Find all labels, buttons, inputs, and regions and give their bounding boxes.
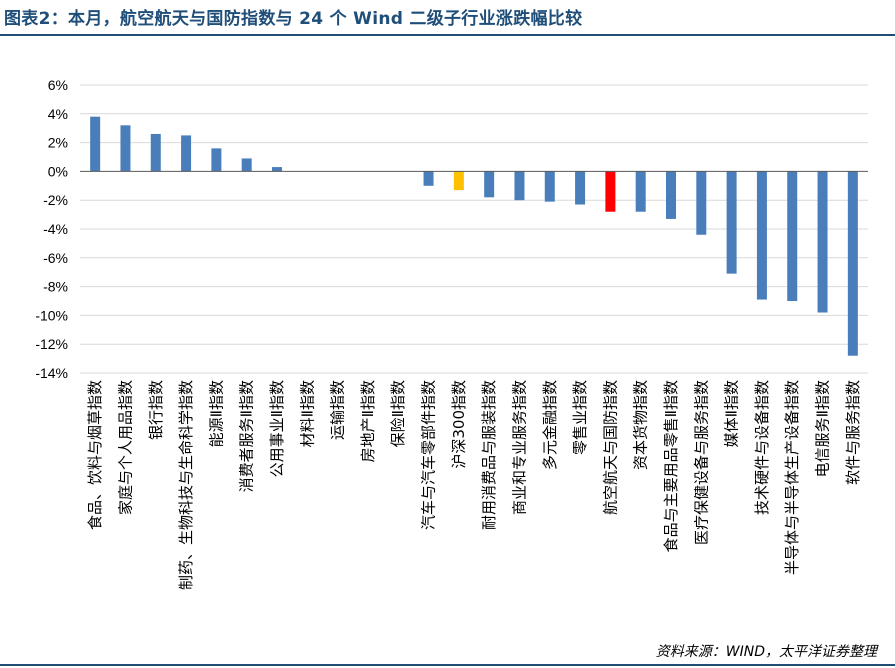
category-label: 半导体与半导体生产设备指数 [783, 380, 801, 575]
category-label: 公用事业Ⅱ指数 [268, 380, 286, 477]
bar [453, 171, 464, 191]
category-label: 零售业指数 [571, 380, 589, 455]
y-tick-label: -4% [43, 221, 68, 237]
bar [241, 158, 252, 172]
bar [423, 171, 434, 186]
y-tick-label: -6% [43, 250, 68, 266]
bar [635, 171, 646, 212]
category-label: 技术硬件与设备指数 [753, 380, 771, 515]
category-labels: 食品、饮料与烟草指数 家庭与个人用品指数 银行指数 制药、生物科技与生命科学指数 能源Ⅱ… [86, 380, 862, 590]
bar [514, 171, 525, 201]
category-label: 家庭与个人用品指数 [116, 380, 134, 515]
y-tick-label: -2% [43, 192, 68, 208]
bar [544, 171, 555, 202]
category-label: 航空航天与国防指数 [601, 380, 619, 515]
category-label: 消费者服务Ⅱ指数 [238, 380, 256, 492]
y-tick-label: -10% [35, 307, 68, 323]
bar [181, 135, 192, 172]
bar [666, 171, 676, 219]
y-tick-label: -8% [43, 279, 68, 295]
category-label: 能源Ⅱ指数 [207, 380, 225, 447]
bar [120, 125, 131, 172]
category-label: 银行指数 [147, 380, 165, 440]
bar [211, 148, 222, 172]
category-label: 耐用消费品与服装指数 [480, 380, 498, 530]
category-label: 电信服务Ⅱ指数 [814, 380, 832, 477]
category-label: 房地产Ⅱ指数 [359, 380, 377, 462]
chart-title: 图表2：本月，航空航天与国防指数与 24 个 Wind 二级子行业涨跌幅比较 [4, 9, 583, 29]
bar [817, 171, 828, 313]
y-tick-label: 4% [48, 106, 68, 122]
bar [696, 171, 707, 235]
category-label: 软件与服务指数 [844, 380, 862, 485]
bar [726, 171, 737, 274]
category-label: 媒体Ⅱ指数 [723, 380, 741, 447]
source-note: 资料来源：WIND，太平洋证券整理 [655, 644, 877, 660]
category-label: 沪深300指数 [450, 380, 468, 469]
category-label: 材料Ⅱ指数 [298, 380, 316, 447]
category-label: 商业和专业服务指数 [510, 380, 528, 515]
category-label: 运输指数 [329, 380, 347, 440]
y-tick-label: -14% [35, 365, 68, 381]
category-label: 食品、饮料与烟草指数 [86, 380, 104, 530]
title-underline [0, 34, 895, 36]
bar [575, 171, 586, 205]
y-tick-label: 0% [48, 163, 68, 179]
y-tick-label: 2% [48, 135, 68, 151]
bar [787, 171, 798, 301]
bar [90, 116, 101, 172]
bar [150, 133, 161, 172]
y-tick-label: -12% [35, 336, 68, 352]
category-label: 制药、生物科技与生命科学指数 [177, 380, 195, 590]
category-label: 医疗保健设备与服务指数 [692, 380, 710, 545]
bars [90, 116, 858, 356]
category-label: 食品与主要用品零售Ⅱ指数 [662, 380, 680, 552]
category-label: 多元金融指数 [541, 380, 559, 470]
bar [756, 171, 767, 300]
category-label: 保险Ⅱ指数 [389, 380, 407, 447]
category-label: 资本货物指数 [632, 380, 650, 470]
category-label: 汽车与汽车零部件指数 [420, 380, 438, 530]
grid-lines [80, 84, 868, 374]
footer-rule [0, 664, 895, 666]
bar [272, 167, 282, 172]
bar [605, 171, 616, 212]
y-axis-tick-labels: 6% 4% 2% 0% -2% -4% -6% -8% -10% -12% -14% [35, 77, 68, 381]
bar [484, 171, 495, 198]
y-tick-label: 6% [48, 77, 68, 93]
bar [847, 171, 858, 356]
